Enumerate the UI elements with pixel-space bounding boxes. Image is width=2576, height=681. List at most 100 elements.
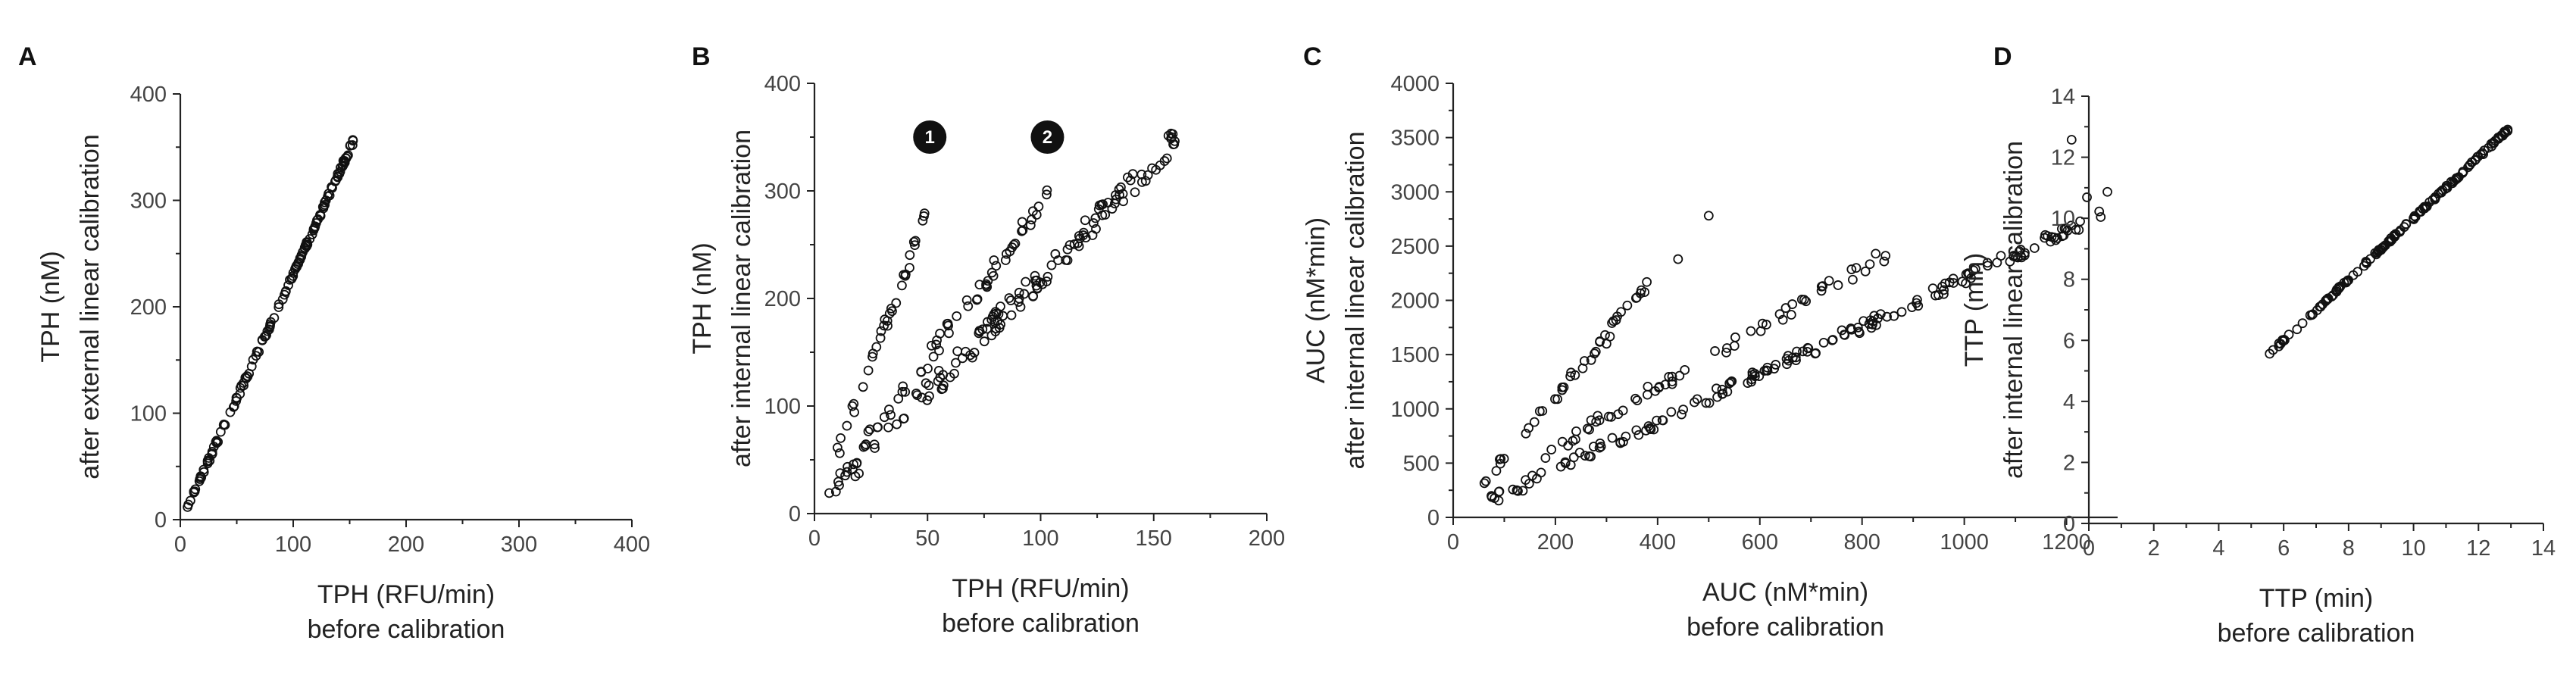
- data-point: [933, 376, 943, 386]
- data-point: [1889, 311, 1899, 321]
- data-point: [1091, 223, 1101, 234]
- data-point: [1963, 268, 1973, 279]
- data-point: [1518, 486, 1528, 496]
- data-point: [1907, 302, 1917, 312]
- data-point: [1939, 289, 1949, 299]
- data-point: [1690, 397, 1699, 408]
- data-point: [943, 318, 953, 329]
- data-point: [1000, 255, 1011, 265]
- data-point: [1896, 307, 1907, 317]
- data-point: [2434, 189, 2443, 199]
- data-point: [1508, 484, 1518, 495]
- series-samples: [2265, 124, 2513, 359]
- data-point: [1833, 280, 1843, 290]
- x-tick-label: 50: [915, 526, 939, 551]
- x-tick-label: 400: [1640, 530, 1676, 554]
- data-point: [2029, 243, 2040, 253]
- data-point: [1982, 258, 1993, 268]
- x-tick-label: 1000: [1940, 530, 1989, 554]
- series-samples: [183, 135, 358, 512]
- data-point: [1704, 398, 1715, 408]
- data-point: [1657, 415, 1668, 426]
- data-point: [1798, 346, 1808, 357]
- data-point: [1080, 233, 1091, 242]
- data-point: [1586, 415, 1596, 426]
- data-point: [1027, 214, 1037, 225]
- data-point: [1970, 264, 1980, 274]
- data-point: [1586, 355, 1596, 365]
- data-point: [910, 240, 920, 250]
- x-tick-label: 6: [2277, 536, 2290, 561]
- data-point: [1151, 164, 1161, 175]
- data-point: [2359, 261, 2369, 271]
- data-point: [1577, 363, 1588, 373]
- data-point: [951, 358, 961, 368]
- y-tick-label: 0: [1427, 506, 1440, 530]
- data-point: [1801, 296, 1812, 307]
- data-point: [183, 501, 192, 512]
- data-point: [238, 378, 249, 388]
- data-point: [1667, 371, 1677, 382]
- data-point: [1527, 470, 1537, 481]
- data-point: [1563, 440, 1574, 451]
- data-point: [830, 486, 841, 497]
- data-point: [1636, 285, 1646, 295]
- data-point: [1491, 466, 1502, 476]
- x-tick-label: 300: [501, 533, 537, 557]
- data-point: [1868, 319, 1877, 330]
- data-point: [1116, 182, 1126, 192]
- data-point: [1608, 316, 1618, 326]
- y-tick-label: 1500: [1390, 343, 1440, 367]
- data-point: [1161, 153, 1172, 164]
- data-point: [963, 301, 974, 311]
- x-tick-label: 150: [1136, 526, 1172, 551]
- data-point: [990, 307, 1001, 317]
- data-point: [869, 439, 880, 450]
- data-point: [1590, 346, 1601, 357]
- data-point: [972, 294, 983, 305]
- x-tick-label: 1200: [2042, 530, 2091, 554]
- data-point: [1042, 189, 1052, 200]
- data-point: [1871, 248, 1881, 259]
- data-point: [2442, 183, 2452, 193]
- data-point: [883, 422, 893, 433]
- chart-panel-d: D 0 2 4 6 8 10 12 14 0 2 4 6 8 10 12 14 TTP (min) before c…: [1960, 42, 2556, 648]
- chart-panel-a: A 0 100 200 300 400 0 100 200 300 400 TPH (RFU/min)…: [18, 42, 650, 644]
- data-point: [1030, 275, 1040, 286]
- data-point: [974, 280, 985, 290]
- data-point: [1167, 132, 1177, 142]
- data-point: [934, 345, 944, 356]
- data-point: [2321, 295, 2331, 306]
- data-point: [1816, 286, 1827, 296]
- data-point: [1746, 326, 1756, 336]
- data-point: [1718, 389, 1728, 399]
- data-point: [1782, 359, 1792, 370]
- data-point: [989, 255, 999, 265]
- panel-letter: B: [692, 42, 711, 71]
- x-axis-title: AUC (nM*min): [1702, 578, 1868, 607]
- data-point: [1019, 289, 1030, 299]
- data-point: [1565, 371, 1576, 382]
- data-point: [870, 443, 880, 453]
- data-point: [1692, 394, 1702, 405]
- data-point: [1726, 377, 1736, 387]
- data-point: [1786, 310, 1796, 320]
- data-point: [1493, 495, 1504, 506]
- y-axis-title: TPH (nM): [688, 242, 717, 354]
- data-point: [1480, 476, 1491, 486]
- y-tick-label: 200: [130, 295, 167, 320]
- y-tick-label: 0: [155, 508, 167, 533]
- y-tick-label: 12: [2051, 146, 2075, 170]
- data-point: [1583, 451, 1594, 461]
- data-point: [320, 195, 331, 205]
- data-point: [348, 135, 358, 145]
- data-point: [1043, 271, 1053, 282]
- data-point: [835, 468, 846, 479]
- data-point: [1143, 170, 1153, 180]
- data-point: [833, 442, 843, 453]
- y-tick-label: 100: [130, 402, 167, 426]
- data-point: [850, 471, 861, 482]
- data-point: [836, 433, 846, 443]
- data-point: [1721, 347, 1731, 358]
- data-point: [1816, 281, 1827, 292]
